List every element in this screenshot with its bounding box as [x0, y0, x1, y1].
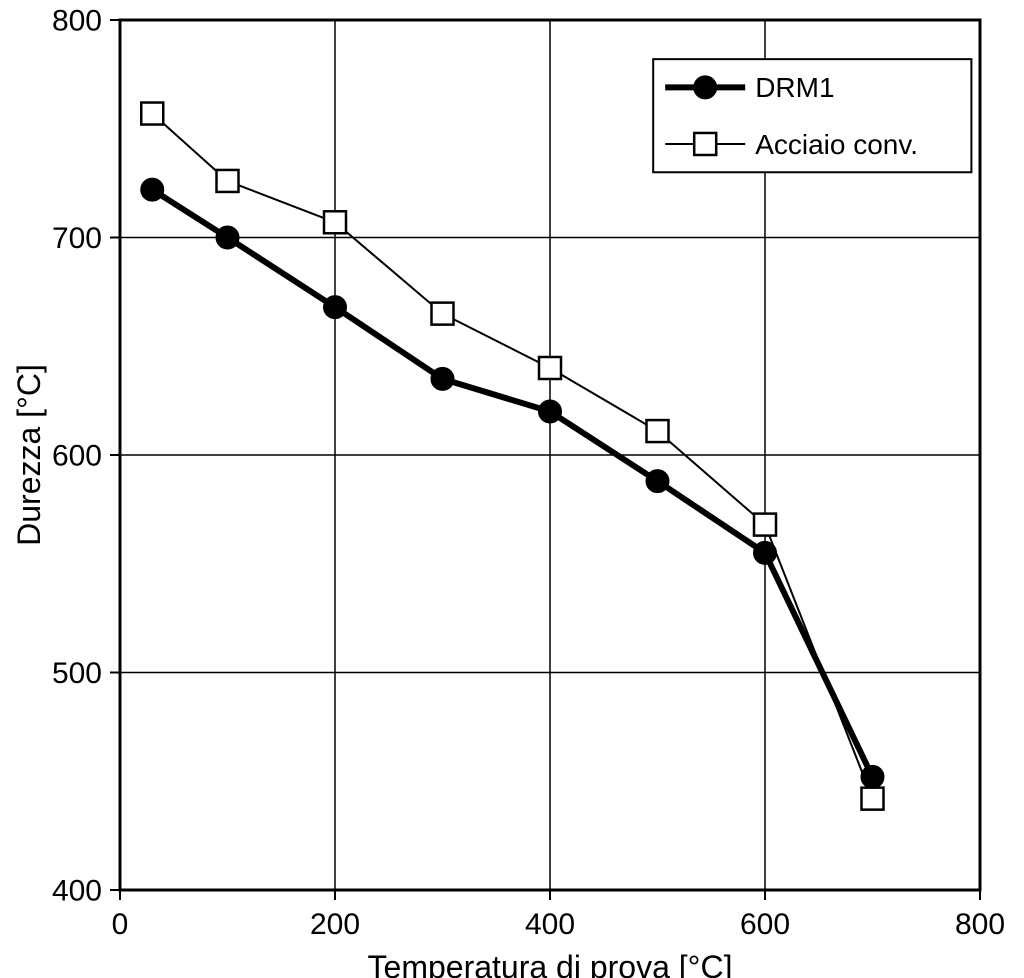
series-marker-drm1: [647, 470, 669, 492]
hardness-vs-temperature-chart: 0 200 400 600 800 Temperatura di prova [°C] 40…: [0, 0, 1024, 978]
series-marker-conv: [432, 303, 454, 325]
legend-label: Acciaio conv.: [755, 129, 918, 160]
series-marker-drm1: [141, 179, 163, 201]
y-axis-label: Durezza [°C]: [11, 364, 47, 546]
series-marker-drm1: [539, 401, 561, 423]
x-tick-label: 200: [310, 908, 360, 941]
series-marker-drm1: [432, 368, 454, 390]
y-tick-label: 600: [52, 440, 102, 473]
series-marker-conv: [539, 357, 561, 379]
x-tick-label: 400: [525, 908, 575, 941]
x-tick-label: 600: [740, 908, 790, 941]
y-tick-label: 500: [52, 657, 102, 690]
y-tick-label: 800: [52, 5, 102, 38]
x-tick-label: 800: [955, 908, 1005, 941]
legend-label: DRM1: [755, 72, 834, 103]
legend: DRM1 Acciaio conv.: [653, 59, 971, 172]
series-marker-drm1: [324, 296, 346, 318]
y-tick-label: 700: [52, 222, 102, 255]
series-marker-drm1: [862, 766, 884, 788]
series-marker-conv: [217, 170, 239, 192]
chart-svg: 0 200 400 600 800 Temperatura di prova [°C] 40…: [0, 0, 1024, 978]
x-tick-label: 0: [112, 908, 129, 941]
series-marker-conv: [647, 420, 669, 442]
series-marker-conv: [862, 788, 884, 810]
series-marker-drm1: [754, 542, 776, 564]
y-tick-label: 400: [52, 875, 102, 908]
series-marker-conv: [141, 103, 163, 125]
series-marker-conv: [324, 211, 346, 233]
series-marker-conv: [754, 514, 776, 536]
x-axis-label: Temperatura di prova [°C]: [368, 949, 733, 978]
series-marker-drm1: [217, 227, 239, 249]
